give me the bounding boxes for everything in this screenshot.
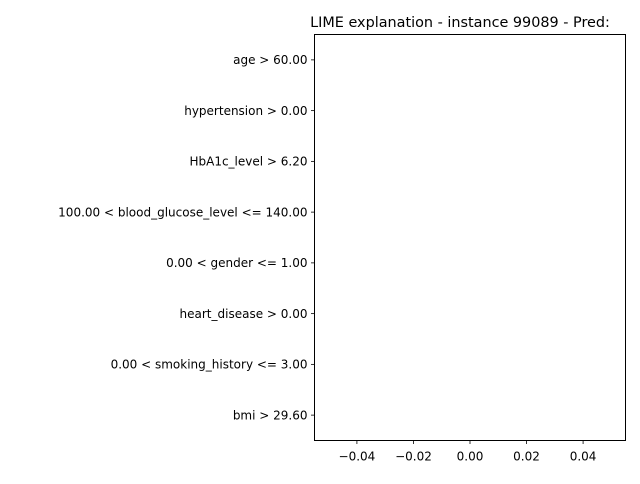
y-tick-label-2: HbA1c_level > 6.20 [189, 155, 307, 169]
x-tick-label-1: −0.02 [395, 450, 432, 464]
x-tick-label-0: −0.04 [339, 450, 376, 464]
plot-area-frame [314, 34, 626, 441]
y-tick-label-1: hypertension > 0.00 [184, 104, 307, 118]
y-tick-label-3: 100.00 < blood_glucose_level <= 140.00 [58, 205, 307, 219]
y-tick-label-7: bmi > 29.60 [233, 408, 308, 422]
y-tick-label-6: 0.00 < smoking_history <= 3.00 [111, 358, 308, 372]
x-axis-ticks: −0.04 −0.02 0.00 0.02 0.04 [339, 440, 597, 464]
y-axis-ticks: age > 60.00 hypertension > 0.00 HbA1c_leve… [58, 53, 315, 422]
chart-title: LIME explanation - instance 99089 - Pred… [310, 15, 610, 31]
x-tick-label-2: 0.00 [457, 450, 484, 464]
y-tick-label-4: 0.00 < gender <= 1.00 [166, 256, 307, 270]
y-tick-label-0: age > 60.00 [233, 53, 307, 67]
x-tick-label-3: 0.02 [513, 450, 540, 464]
y-tick-label-5: heart_disease > 0.00 [180, 307, 308, 321]
x-tick-label-4: 0.04 [570, 450, 597, 464]
